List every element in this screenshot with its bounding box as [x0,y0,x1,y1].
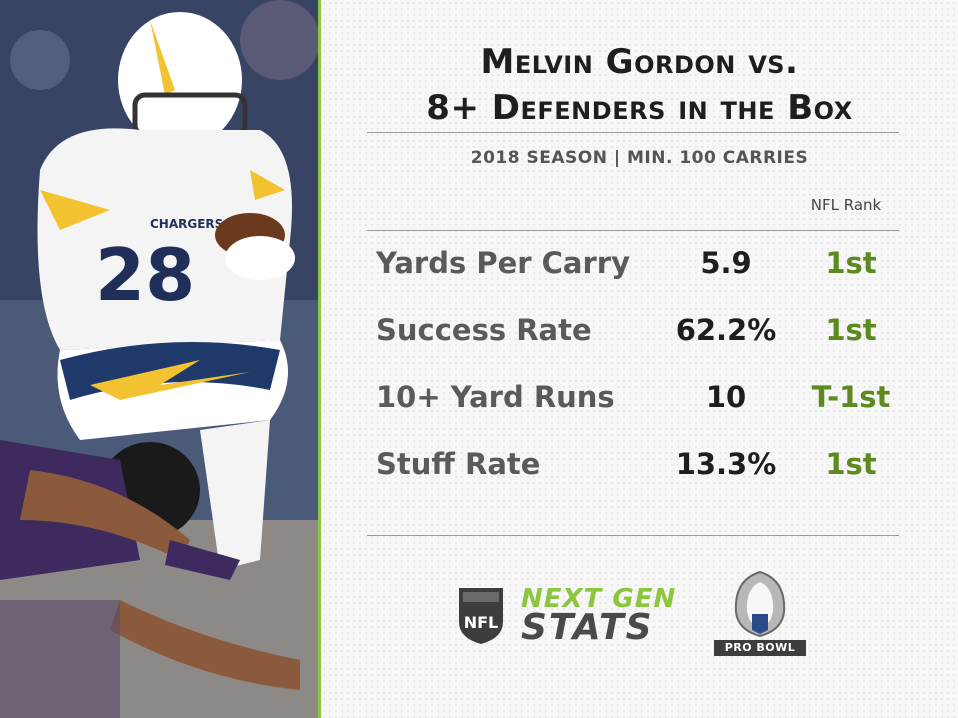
stat-value: 62.2% [675,313,777,347]
ngs-line-1: NEXT GEN [521,584,677,614]
stat-rank: 1st [825,447,877,481]
pro-bowl-trophy-icon [734,570,786,638]
stats-card: Melvin Gordon vs. 8+ Defenders in the Bo… [321,0,958,718]
player-photo: 28 CHARGERS [0,0,318,718]
player-photo-illustration: 28 CHARGERS [0,0,318,718]
pro-bowl-logo: PRO BOWL [714,570,806,666]
stat-label: Success Rate [376,313,592,347]
next-gen-stats-logo: NEXT GEN STATS [521,586,676,646]
stat-row: Success Rate 62.2% 1st [376,313,896,353]
jersey-team: CHARGERS [150,217,223,231]
ngs-line-2: STATS [521,607,654,648]
pro-bowl-text: PRO BOWL [714,640,806,656]
title-line-2: 8+ Defenders in the Box [426,88,853,128]
stat-value: 5.9 [700,246,752,280]
jersey-number: 28 [95,233,195,317]
stat-label: 10+ Yard Runs [376,380,615,414]
title-rule [367,132,899,133]
stat-value: 13.3% [675,447,777,481]
accent-divider [318,0,321,718]
stat-rank: 1st [825,246,877,280]
stat-value: 10 [705,380,747,414]
logo-strip: NFL NEXT GEN STATS PRO BOWL [321,570,958,670]
stat-row: Stuff Rate 13.3% 1st [376,447,896,487]
rank-column-header: NFL Rank [810,196,882,214]
title-line-1: Melvin Gordon vs. [480,42,799,82]
stat-rank: T-1st [811,380,891,414]
stat-row: 10+ Yard Runs 10 T-1st [376,380,896,420]
stat-label: Yards Per Carry [376,246,631,280]
nfl-shield-icon: NFL [459,588,503,644]
header-rule [367,230,899,231]
stat-label: Stuff Rate [376,447,541,481]
stat-row: Yards Per Carry 5.9 1st [376,246,896,286]
footer-rule [367,535,899,536]
nfl-shield-text: NFL [464,613,499,632]
stat-rank: 1st [825,313,877,347]
subtitle: 2018 SEASON | MIN. 100 CARRIES [470,148,809,168]
